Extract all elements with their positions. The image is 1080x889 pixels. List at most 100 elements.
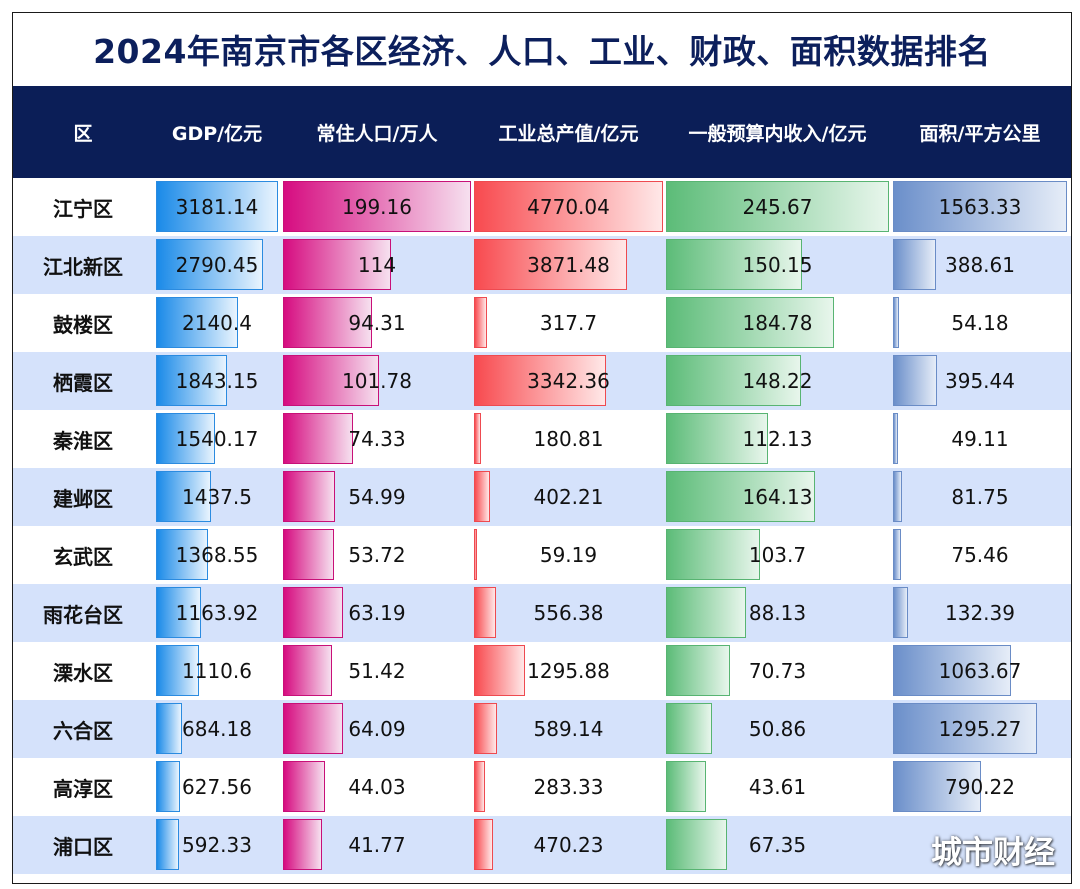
bar-pop [283,239,391,290]
bar-rev [666,355,801,406]
value-label-area: 132.39 [945,601,1015,625]
bar-rev [666,645,731,696]
value-label-rev: 150.15 [742,253,813,277]
value-label-rev: 164.13 [742,485,813,509]
bar-ind [474,819,493,870]
district-label: 溧水区 [53,660,113,685]
bar-rev [666,703,713,754]
value-label-area: 790.22 [945,775,1015,799]
bar-pop [283,761,325,812]
value-label-rev: 184.78 [742,311,813,335]
value-label-pop: 44.03 [348,775,406,799]
value-label-ind: 283.33 [533,775,604,799]
value-label-pop: 199.16 [342,195,412,219]
value-label-ind: 3342.36 [527,369,610,393]
bar-ind [474,703,498,754]
value-label-pop: 64.09 [348,717,406,741]
column-header-0: 区 [73,122,93,145]
bar-pop [283,471,335,522]
bar-pop [283,645,332,696]
bar-pop [283,529,334,580]
value-label-area: 81.75 [951,485,1009,509]
bar-ind [474,297,487,348]
value-label-rev: 70.73 [748,659,807,683]
district-label: 建邺区 [53,486,113,511]
table-row: 高淳区 627.56 44.03 283.33 43.61 790.22 [13,758,1071,816]
bar-gdp [156,471,212,522]
bar-gdp [156,181,278,232]
value-label-pop: 114 [357,253,397,277]
bar-gdp [156,297,239,348]
table-row: 雨花台区 1163.92 63.19 556.38 88.13 132.39 [13,584,1071,642]
bar-pop [283,819,323,870]
value-label-area: 1063.67 [938,659,1022,683]
value-label-pop: 94.31 [348,311,406,335]
table-row: 江宁区 3181.14 199.16 4770.04 245.67 1563.33 [13,178,1071,236]
value-label-area: 49.11 [951,427,1009,451]
bar-gdp [156,819,179,870]
bar-area [893,471,903,522]
district-label: 江宁区 [53,196,113,221]
bar-pop [283,703,344,754]
value-label-gdp: 3181.14 [175,195,259,219]
value-label-ind: 589.14 [533,717,604,741]
bar-rev [666,413,768,464]
bar-pop [283,297,373,348]
bar-pop [283,413,354,464]
value-label-gdp: 1368.55 [175,543,259,567]
column-header-4: 一般预算内收入/亿元 [688,122,867,145]
value-label-ind: 3871.48 [527,253,610,277]
bar-gdp [156,645,199,696]
bar-area [893,529,902,580]
bar-gdp [156,529,209,580]
district-label: 浦口区 [53,834,113,859]
table-row: 浦口区 592.33 41.77 470.23 67.35 [13,816,1071,874]
value-label-pop: 74.33 [348,427,406,451]
bar-ind [474,239,628,290]
bar-ind [474,587,497,638]
table-row: 建邺区 1437.5 54.99 402.21 164.13 81.75 [13,468,1071,526]
value-label-rev: 103.7 [748,543,807,567]
district-label: 秦淮区 [53,428,113,453]
value-label-rev: 67.35 [748,833,807,857]
bar-rev [666,181,889,232]
value-label-area: 1295.27 [938,717,1022,741]
value-label-rev: 112.13 [742,427,813,451]
table-row: 鼓楼区 2140.4 94.31 317.7 184.78 54.18 [13,294,1071,352]
bar-gdp [156,587,201,638]
value-label-gdp: 592.33 [182,833,252,857]
district-label: 江北新区 [43,254,123,279]
watermark-logo: 城市财经 [931,834,1055,871]
value-label-gdp: 1437.5 [182,485,252,509]
value-label-pop: 53.72 [348,543,406,567]
table-row: 栖霞区 1843.15 101.78 3342.36 148.22 395.44 [13,352,1071,410]
bar-ind [474,645,526,696]
value-label-gdp: 627.56 [182,775,252,799]
bar-ind [474,471,490,522]
value-label-pop: 54.99 [348,485,406,509]
column-header-5: 面积/平方公里 [919,122,1041,145]
value-label-ind: 4770.04 [527,195,610,219]
value-label-gdp: 2140.4 [182,311,252,335]
column-header-3: 工业总产值/亿元 [498,122,639,145]
bar-gdp [156,761,181,812]
bar-rev [666,297,834,348]
value-label-ind: 1295.88 [527,659,610,683]
value-label-gdp: 1163.92 [175,601,259,625]
bar-area [893,645,1012,696]
table-row: 玄武区 1368.55 53.72 59.19 103.7 75.46 [13,526,1071,584]
bar-gdp [156,413,216,464]
value-label-area: 75.46 [951,543,1009,567]
table-row: 六合区 684.18 64.09 589.14 50.86 1295.27 [13,700,1071,758]
value-label-pop: 51.42 [348,659,406,683]
bar-ind [474,355,607,406]
value-label-rev: 245.67 [742,195,813,219]
bar-rev [666,239,803,290]
bar-area [893,413,899,464]
value-label-rev: 43.61 [748,775,807,799]
bar-rev [666,587,746,638]
bar-ind [474,761,486,812]
district-label: 高淳区 [53,776,113,801]
value-label-rev: 148.22 [742,369,813,393]
value-label-area: 54.18 [951,311,1009,335]
